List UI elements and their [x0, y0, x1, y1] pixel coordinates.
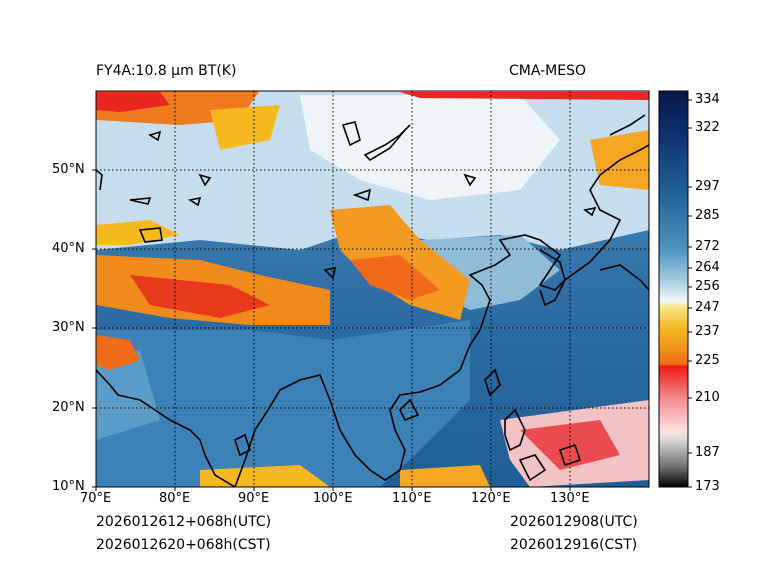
colorbar-ticks	[688, 99, 692, 488]
lat-label-40: 40°N	[52, 241, 85, 256]
lat-label-50: 50°N	[52, 162, 85, 177]
cbar-label-173: 173	[695, 479, 720, 494]
cbar-label-210: 210	[695, 390, 720, 405]
lat-label-30: 30°N	[52, 320, 85, 335]
cbar-label-322: 322	[695, 120, 720, 135]
init-time-utc: 2026012612+068h(UTC)	[96, 514, 272, 530]
lat-label-10: 10°N	[52, 479, 85, 494]
cloud-siberia	[210, 105, 280, 150]
graticule	[96, 91, 649, 487]
siberia-clear-region	[300, 95, 560, 200]
lon-label-110: 110°E	[392, 491, 432, 506]
cbar-label-256: 256	[695, 279, 720, 294]
cbar-label-297: 297	[695, 179, 720, 194]
cbar-label-285: 285	[695, 208, 720, 223]
cbar-label-264: 264	[695, 260, 720, 275]
coastlines	[96, 114, 649, 487]
south-asia-region	[96, 320, 470, 487]
cbar-label-237: 237	[695, 324, 720, 339]
cloud-equatorial-indian-ocean	[200, 465, 330, 487]
cbar-label-225: 225	[695, 353, 720, 368]
axis-ticks	[92, 169, 571, 491]
valid-time-cst: 2026012916(CST)	[510, 537, 638, 553]
cbar-label-247: 247	[695, 300, 720, 315]
colorbar	[658, 90, 689, 488]
lon-label-80: 80°E	[159, 491, 191, 506]
cloud-arabian-sea	[96, 335, 140, 370]
lon-label-130: 130°E	[550, 491, 590, 506]
cbar-label-272: 272	[695, 239, 720, 254]
map-title: FY4A:10.8 µm BT(K)	[96, 63, 237, 79]
cbar-label-187: 187	[695, 445, 720, 460]
init-time-cst: 2026012620+068h(CST)	[96, 537, 271, 553]
lon-label-100: 100°E	[313, 491, 353, 506]
lon-label-120: 120°E	[471, 491, 511, 506]
model-name: CMA-MESO	[509, 63, 587, 79]
valid-time-utc: 2026012908(UTC)	[510, 514, 638, 530]
lon-label-90: 90°E	[238, 491, 270, 506]
lon-label-70: 70°E	[80, 491, 112, 506]
satellite-image	[96, 91, 649, 487]
map-frame	[95, 90, 650, 488]
cbar-label-334: 334	[695, 92, 720, 107]
lat-label-20: 20°N	[52, 400, 85, 415]
